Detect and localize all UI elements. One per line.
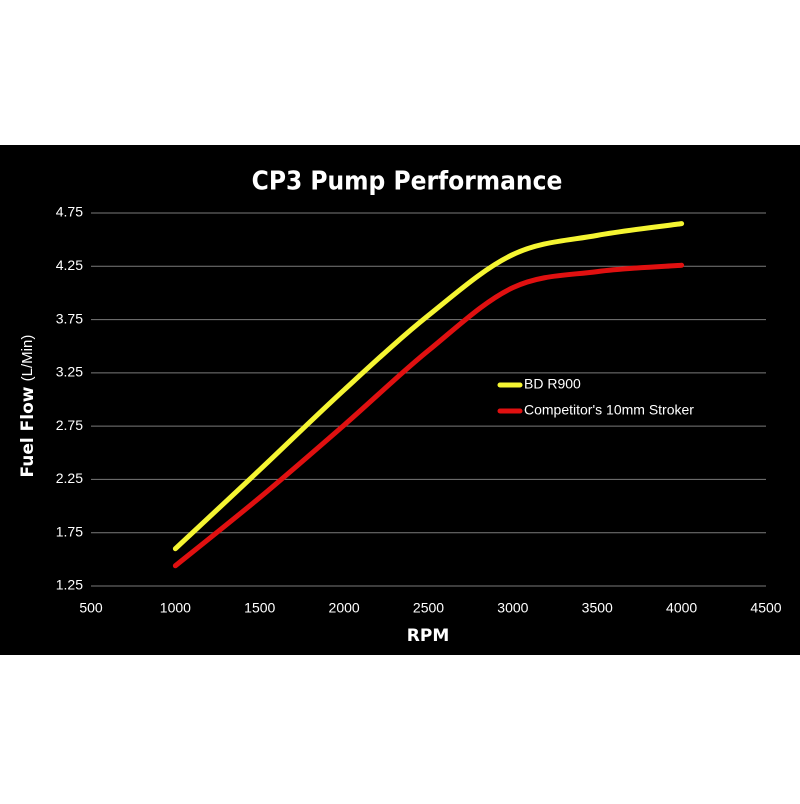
x-tick-label: 4500 [750, 600, 781, 616]
y-tick-label: 4.25 [56, 257, 83, 273]
y-tick-label: 3.75 [56, 310, 83, 326]
y-tick-label: 1.75 [56, 523, 83, 539]
series-line [172, 262, 685, 569]
y-axis-unit: (L/Min) [19, 335, 36, 382]
y-tick-label: 3.25 [56, 364, 83, 380]
x-tick-label: 1500 [244, 600, 275, 616]
y-tick-label: 2.25 [56, 470, 83, 486]
x-tick-label: 4000 [666, 600, 697, 616]
legend-label: Competitor's 10mm Stroker [524, 402, 694, 418]
x-tick-label: 3000 [497, 600, 528, 616]
legend-label: BD R900 [524, 376, 581, 392]
y-axis-title-group: Fuel Flow (L/Min) [18, 335, 38, 478]
y-tick-label: 1.25 [56, 577, 83, 593]
x-tick-label: 2500 [413, 600, 444, 616]
x-tick-label: 2000 [329, 600, 360, 616]
x-tick-label: 500 [79, 600, 103, 616]
series-line [172, 221, 685, 552]
x-axis-title: RPM [407, 626, 449, 646]
chart-background [0, 145, 800, 655]
chart-title: CP3 Pump Performance [252, 167, 563, 197]
x-tick-label: 3500 [582, 600, 613, 616]
y-tick-label: 2.75 [56, 417, 83, 433]
y-tick-label: 4.75 [56, 204, 83, 220]
x-tick-label: 1000 [160, 600, 191, 616]
y-axis-title: Fuel Flow [18, 386, 38, 477]
